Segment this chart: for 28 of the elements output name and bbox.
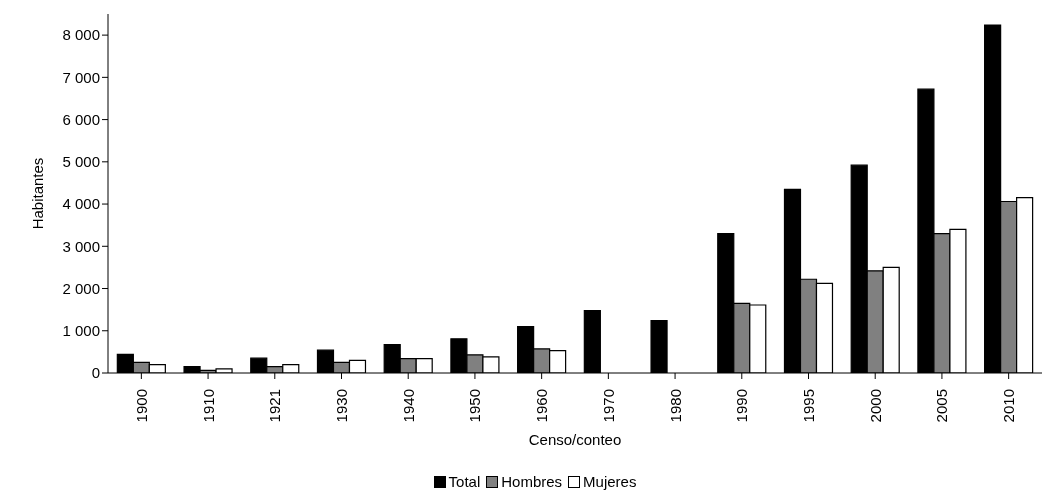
y-tick-label: 1 000 [62,322,100,340]
x-tick-label: 1930 [333,389,350,423]
x-tick-label: 2000 [866,389,884,423]
x-axis-title: Censo/conteo [528,431,622,448]
x-tick-label: 2010 [1000,389,1018,423]
y-tick-label: 4 000 [62,195,100,213]
y-axis-title: Habitantes [29,157,47,230]
x-tick-label: 1900 [132,389,150,423]
x-tick-label: 1960 [533,389,551,423]
x-tick-label: 1990 [733,389,751,423]
x-tick-label: 1950 [466,389,484,423]
x-tick-label: 1970 [599,389,617,423]
x-tick-label: 1940 [399,389,417,423]
legend-label: Mujeres [583,473,637,490]
y-tick-label: 0 [91,364,100,382]
y-tick-label: 7 000 [62,68,100,86]
x-tick-label: 2005 [933,389,951,423]
x-tick-label: 1921 [266,389,284,423]
y-tick-label: 6 000 [62,110,100,128]
y-tick-label: 3 000 [62,237,100,255]
y-tick-label: 8 000 [62,26,100,44]
x-tick-label: 1980 [666,389,684,423]
x-tick-label: 1995 [800,389,817,423]
x-tick-label: 1910 [199,389,217,423]
y-tick-label: 2 000 [62,279,100,297]
y-tick-label: 5 000 [62,153,100,171]
legend-label: Total [448,473,481,490]
legend-label: Hombres [501,473,563,490]
